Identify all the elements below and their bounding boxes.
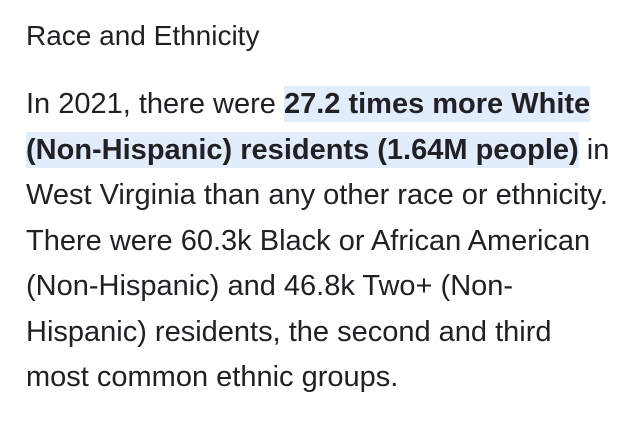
summary-rest-text: in West Virginia than any other race or … <box>26 133 610 394</box>
section-title: Race and Ethnicity <box>26 20 260 51</box>
summary-paragraph: In 2021, there were 27.2 times more Whit… <box>26 82 620 401</box>
summary-lead-text: In 2021, there were <box>26 88 284 120</box>
